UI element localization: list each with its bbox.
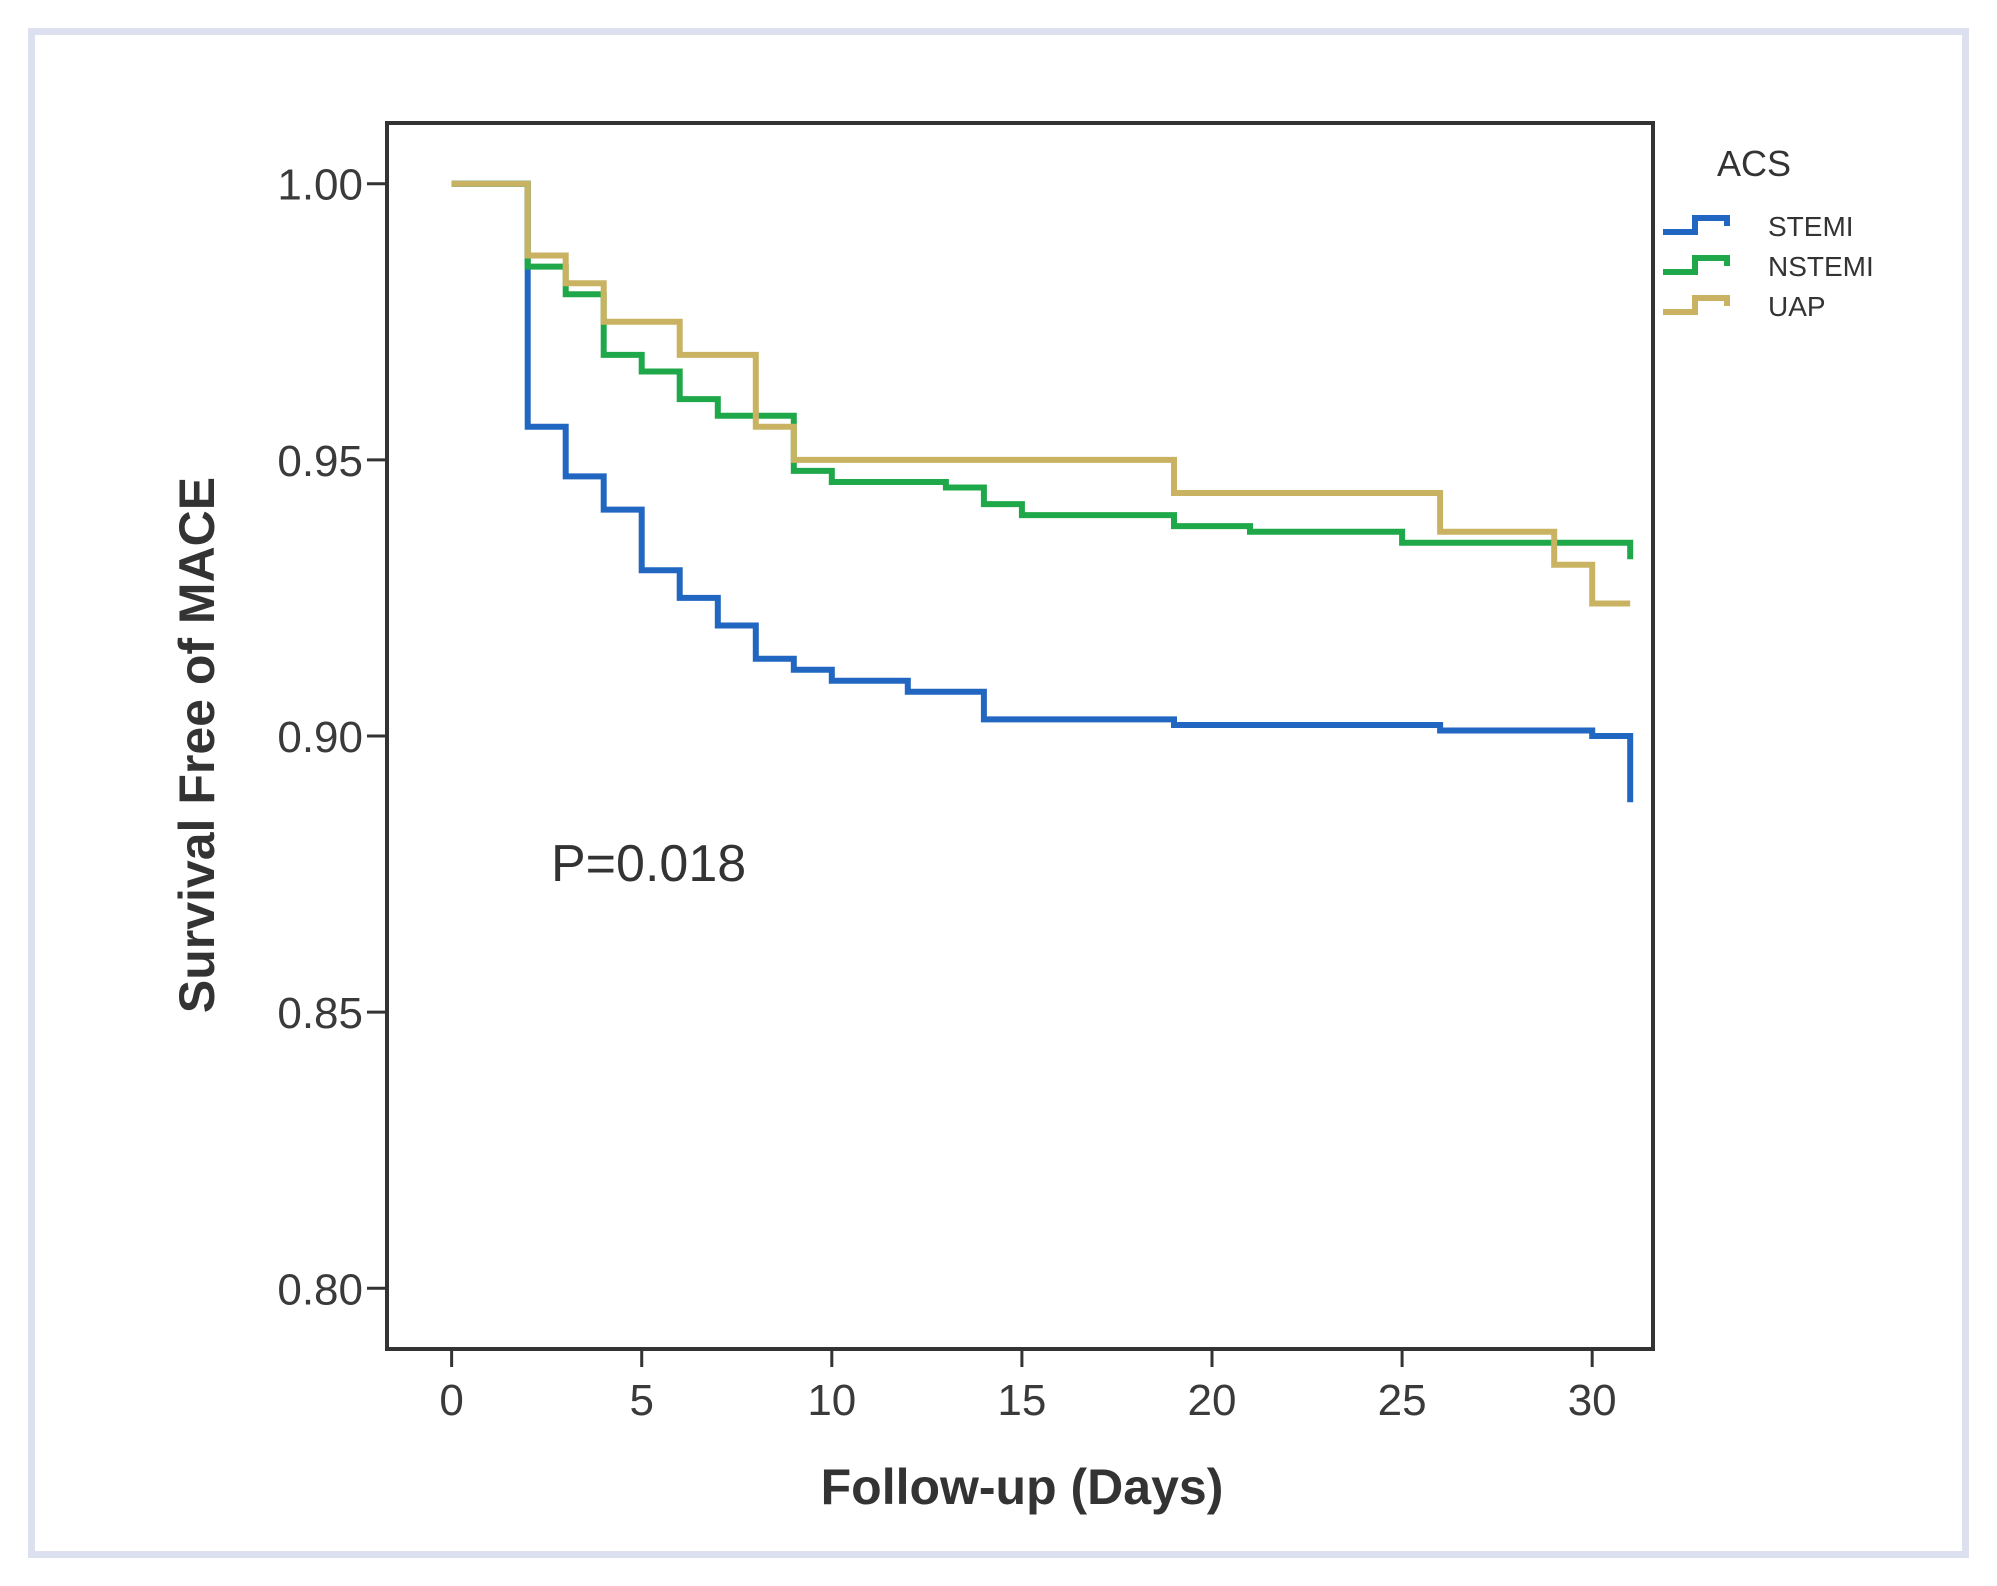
legend-label-stemi: STEMI xyxy=(1768,211,1854,242)
x-tick-label: 20 xyxy=(1188,1376,1237,1425)
legend-label-nstemi: NSTEMI xyxy=(1768,251,1874,282)
plot-area xyxy=(385,121,1655,1351)
y-tick-label: 1.00 xyxy=(277,161,363,210)
y-axis-title: Survival Free of MACE xyxy=(169,477,225,1013)
legend-title: ACS xyxy=(1717,143,1791,184)
y-axis: 0.80 0.85 0.90 0.95 1.00 xyxy=(277,161,387,1314)
y-tick-label: 0.85 xyxy=(277,989,363,1038)
x-tick-label: 30 xyxy=(1568,1376,1617,1425)
x-tick-label: 15 xyxy=(997,1376,1046,1425)
legend-swatch-uap xyxy=(1663,295,1730,315)
legend-swatch-nstemi xyxy=(1663,255,1730,275)
series-layer xyxy=(451,180,1634,803)
legend-swatch-stemi xyxy=(1663,215,1730,235)
y-tick-label: 0.95 xyxy=(277,437,363,486)
p-value-annotation: P=0.018 xyxy=(551,835,746,893)
series-line-uap xyxy=(451,180,1631,607)
x-axis: 0 5 10 15 20 25 30 xyxy=(439,1349,1617,1425)
x-tick-label: 0 xyxy=(439,1376,463,1425)
x-tick-label: 25 xyxy=(1378,1376,1427,1425)
legend-label-uap: UAP xyxy=(1768,291,1826,322)
x-tick-label: 5 xyxy=(629,1376,653,1425)
y-tick-label: 0.80 xyxy=(277,1265,363,1314)
y-tick-label: 0.90 xyxy=(277,713,363,762)
legend: ACS STEMI NSTEMI UAP xyxy=(1663,143,1874,322)
x-tick-label: 10 xyxy=(807,1376,856,1425)
x-axis-title: Follow-up (Days) xyxy=(821,1459,1224,1515)
series-line-stemi xyxy=(451,180,1634,803)
